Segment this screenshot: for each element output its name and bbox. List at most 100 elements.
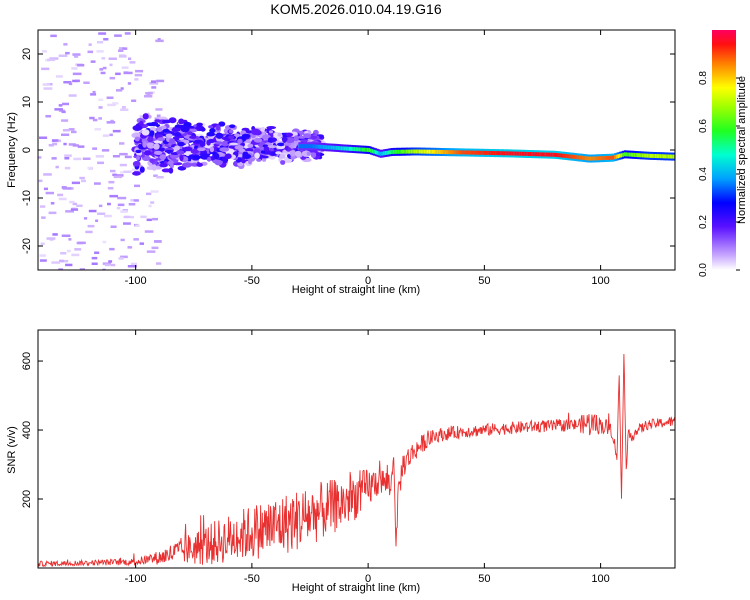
spectral-cell <box>68 128 75 131</box>
spectral-cell <box>254 152 260 159</box>
spectral-cell <box>501 151 504 156</box>
spectral-cell <box>661 154 664 159</box>
spectral-cell <box>263 146 270 152</box>
spectral-cell <box>134 78 139 81</box>
spectral-cell <box>132 160 141 167</box>
spectral-cell <box>39 254 46 257</box>
spectral-cell <box>313 144 316 149</box>
spectral-cell <box>119 47 125 50</box>
spectral-cell <box>70 208 79 211</box>
spectral-cell <box>114 34 122 37</box>
spectral-cell <box>537 152 540 157</box>
spectral-cell <box>63 81 72 84</box>
spectral-cell <box>483 150 487 155</box>
spectral-cell <box>168 167 174 174</box>
spectral-cell <box>141 129 150 136</box>
spectral-cell <box>95 219 99 222</box>
spectral-cell <box>60 252 67 255</box>
spectral-cell <box>61 110 66 114</box>
x-tick-label: -100 <box>125 573 147 585</box>
spectral-cell <box>350 146 353 151</box>
spectral-cell <box>539 152 542 157</box>
spectral-cell <box>88 43 92 46</box>
spectral-cell <box>102 240 107 244</box>
spectral-cell <box>589 156 592 161</box>
spectral-cell <box>327 145 330 150</box>
spectral-cell <box>51 157 57 160</box>
spectral-cell <box>387 150 391 155</box>
spectral-cell <box>50 34 57 38</box>
spectral-cell <box>576 155 579 160</box>
spectral-cell <box>208 125 214 129</box>
spectral-cell <box>41 67 50 71</box>
spectral-cell <box>531 152 534 157</box>
spectral-cell <box>555 153 558 157</box>
spectral-cell <box>298 130 304 136</box>
spectral-cell <box>453 150 456 155</box>
spectral-cell <box>112 155 120 158</box>
spectral-cell <box>135 224 140 228</box>
spectral-cell <box>72 202 77 206</box>
spectral-cell <box>156 79 165 83</box>
spectral-cell <box>90 60 96 63</box>
spectral-cell <box>57 193 64 197</box>
colorbar-tick-label: 0.8 <box>698 71 709 85</box>
spectral-cell <box>383 151 386 156</box>
spectral-cell <box>643 153 646 158</box>
spectral-cell <box>58 197 67 201</box>
spectral-cell <box>131 168 141 171</box>
spectral-cell <box>480 150 483 155</box>
spectral-cell <box>516 151 519 156</box>
spectral-cell <box>557 153 560 158</box>
spectral-cell <box>154 240 162 243</box>
spectral-cell <box>597 156 600 161</box>
spectral-cell <box>39 136 48 139</box>
spectral-cell <box>509 151 513 156</box>
spectral-cell <box>505 151 508 156</box>
spectral-cell <box>256 158 262 162</box>
spectral-cell <box>65 51 70 55</box>
spectral-cell <box>123 222 131 225</box>
spectral-cell <box>646 153 649 158</box>
snr-frame <box>37 329 676 569</box>
spectral-cell <box>579 155 583 160</box>
spectral-cell <box>130 199 135 202</box>
spectral-cell <box>178 118 185 125</box>
spectral-cell <box>370 148 373 153</box>
spectral-cell <box>215 124 221 131</box>
spectral-cell <box>104 263 110 267</box>
spectral-cell <box>74 55 79 58</box>
spectral-cell <box>76 204 83 207</box>
spectral-cell <box>177 141 185 147</box>
spectral-cell <box>355 147 358 152</box>
spectral-cell <box>366 147 369 152</box>
spectral-cell <box>139 166 145 173</box>
spectral-cell <box>277 142 285 147</box>
spectral-cell <box>373 149 376 154</box>
spectral-cell <box>58 54 68 57</box>
spectral-cell <box>79 176 85 180</box>
spectral-cell <box>628 152 631 157</box>
spectral-cell <box>669 154 672 159</box>
spectral-cell <box>109 76 116 80</box>
spectral-cell <box>72 72 82 76</box>
spectral-cell <box>116 206 121 210</box>
spectral-cell <box>363 147 366 152</box>
spectral-cell <box>218 121 226 127</box>
spectral-cell <box>91 256 98 260</box>
spectral-cell <box>620 153 623 158</box>
spectral-cell <box>322 145 325 149</box>
spectral-cell <box>607 155 610 160</box>
spectral-cell <box>664 154 667 159</box>
spectral-cell <box>146 192 152 196</box>
spectral-cell <box>266 151 273 155</box>
spectral-cell <box>108 180 115 184</box>
spectral-cell <box>147 136 154 143</box>
spectral-cell <box>527 152 530 156</box>
spectral-cell <box>95 155 104 158</box>
spectral-cell <box>124 32 131 35</box>
spectral-cell <box>519 151 522 156</box>
spectral-cell <box>165 133 173 138</box>
spectral-cell <box>251 128 261 135</box>
